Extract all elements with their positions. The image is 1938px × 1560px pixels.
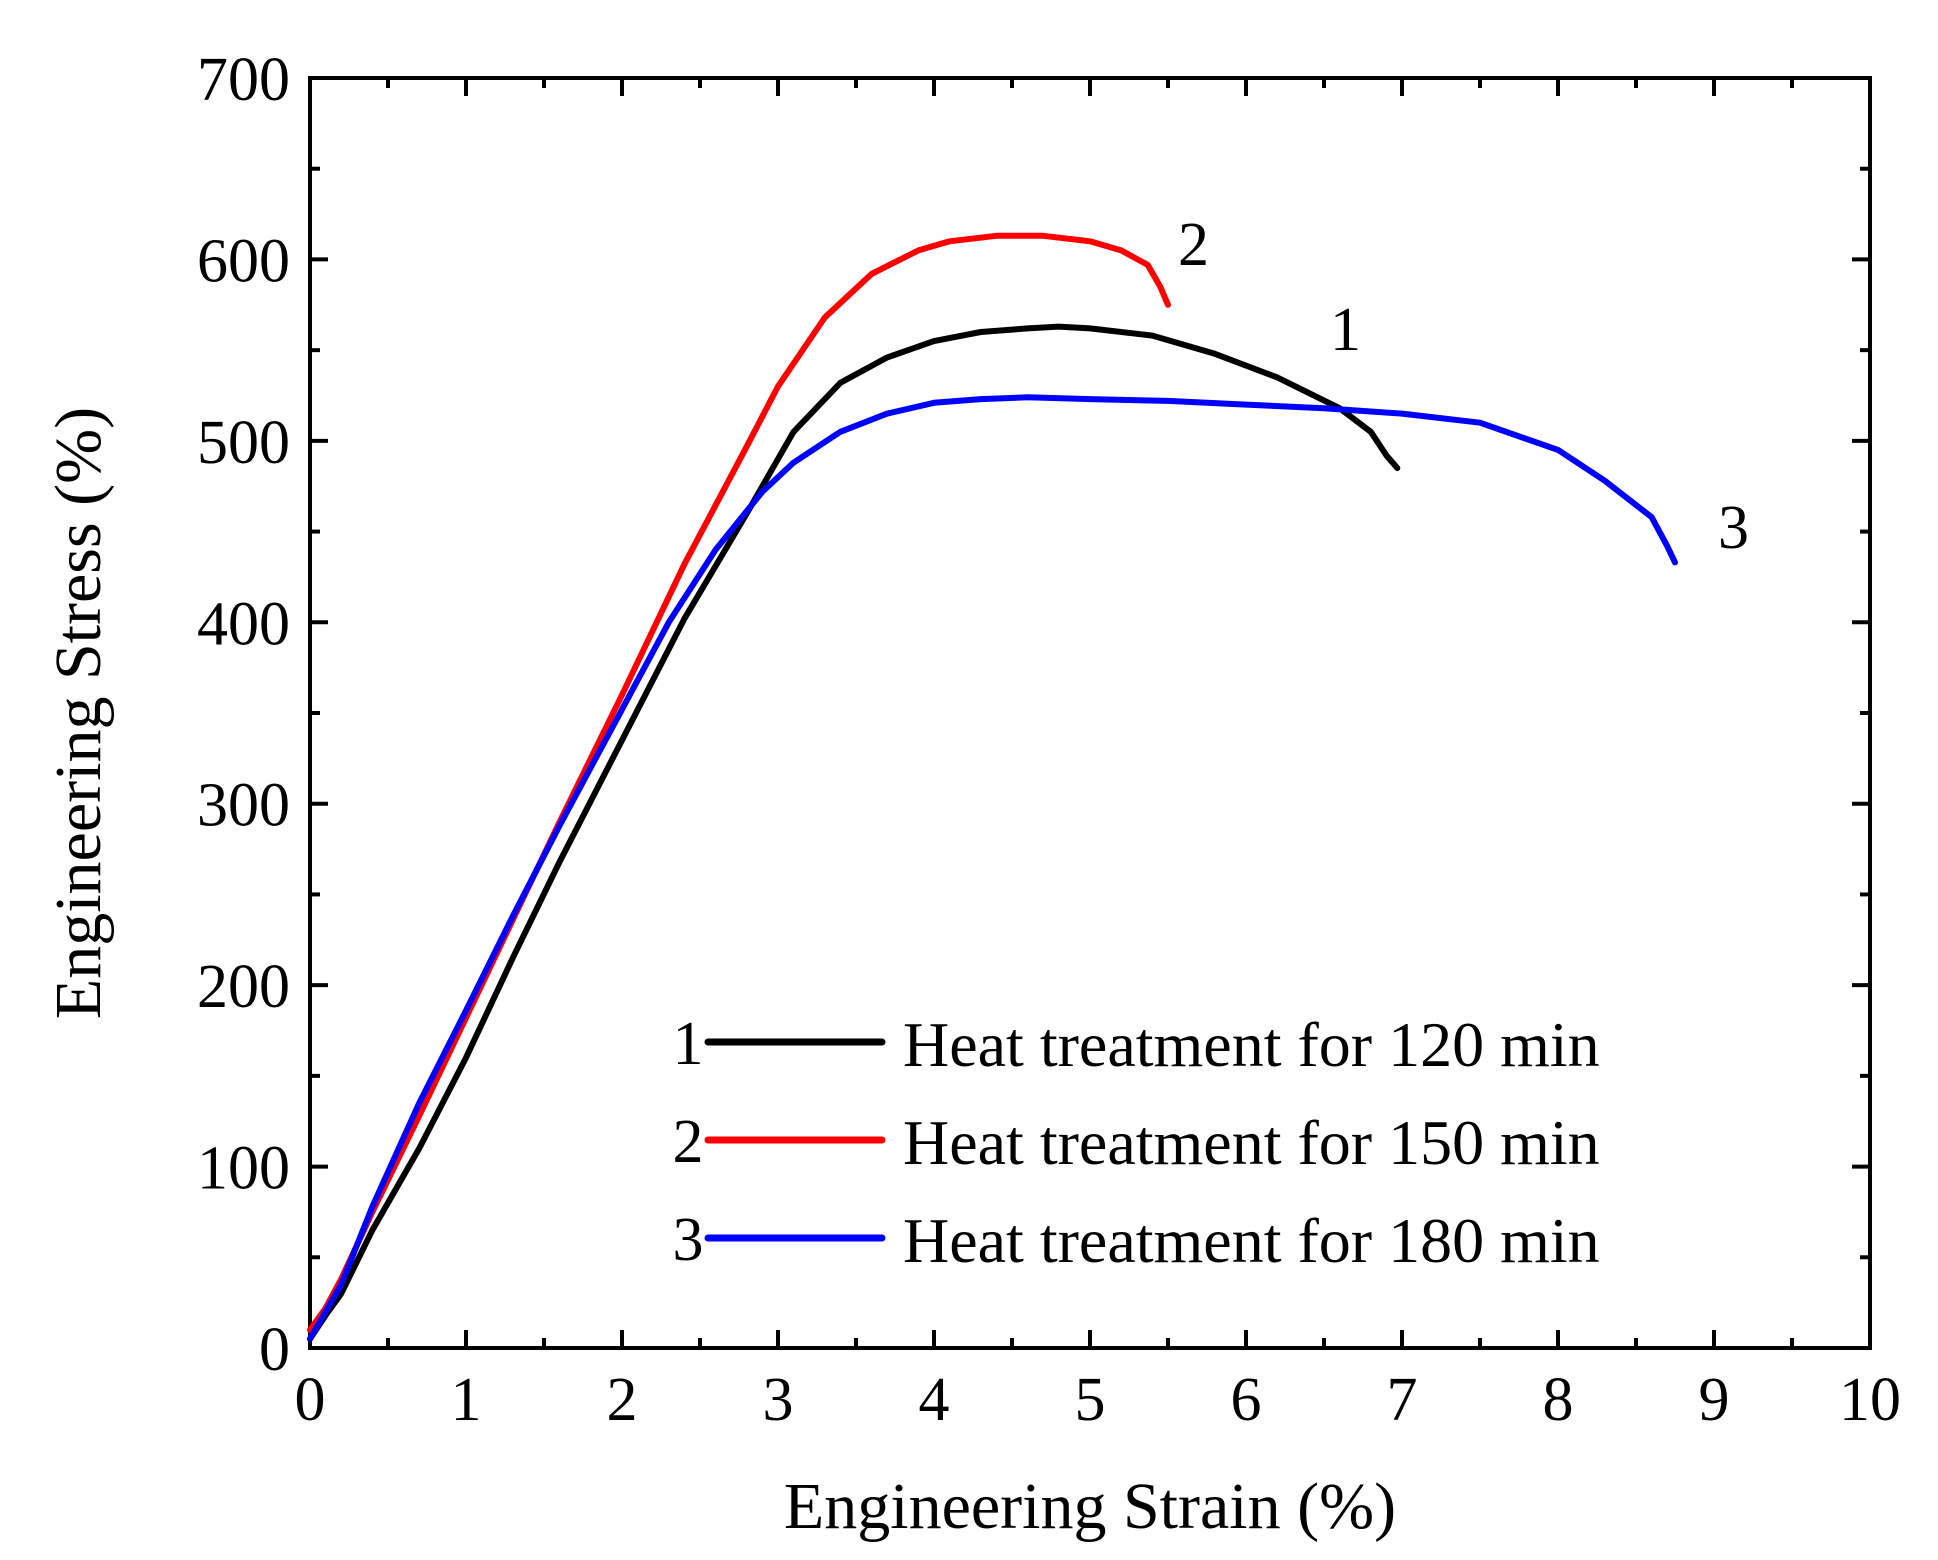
legend-number-2: 2 bbox=[673, 1108, 704, 1176]
y-tick-label: 0 bbox=[259, 1316, 290, 1384]
series-lines bbox=[307, 232, 1678, 1342]
y-tick-label: 400 bbox=[197, 590, 290, 658]
series-line-1 bbox=[307, 323, 1401, 1342]
x-axis-title: Engineering Strain (%) bbox=[784, 1470, 1396, 1543]
x-axis-ticks: 0 1 2 3 4 5 6 7 8 9 10 bbox=[295, 78, 1901, 1434]
legend-number-1: 1 bbox=[673, 1010, 704, 1078]
y-tick-label: 100 bbox=[197, 1135, 290, 1203]
series-end-label-1: 1 bbox=[1330, 296, 1361, 364]
x-tick-label: 2 bbox=[607, 1366, 638, 1434]
series-end-label-3: 3 bbox=[1718, 494, 1749, 562]
x-tick-label: 3 bbox=[763, 1366, 794, 1434]
x-tick-label: 0 bbox=[295, 1366, 326, 1434]
x-tick-label: 8 bbox=[1543, 1366, 1574, 1434]
legend-label-1: Heat treatment for 120 min bbox=[903, 1009, 1600, 1080]
y-tick-label: 200 bbox=[197, 953, 290, 1021]
x-tick-label: 7 bbox=[1387, 1366, 1418, 1434]
legend-label-2: Heat treatment for 150 min bbox=[903, 1107, 1600, 1178]
series-end-labels: 1 2 3 bbox=[1178, 211, 1749, 562]
y-tick-label: 600 bbox=[197, 227, 290, 295]
y-tick-label: 700 bbox=[197, 46, 290, 114]
x-tick-label: 10 bbox=[1839, 1366, 1901, 1434]
x-tick-label: 1 bbox=[451, 1366, 482, 1434]
series-end-label-2: 2 bbox=[1178, 211, 1209, 279]
series-line-2 bbox=[307, 232, 1171, 1333]
series-line-3 bbox=[307, 394, 1678, 1342]
legend: 1 Heat treatment for 120 min 2 Heat treatme… bbox=[673, 1009, 1600, 1276]
x-tick-label: 4 bbox=[919, 1366, 950, 1434]
x-tick-label: 5 bbox=[1075, 1366, 1106, 1434]
y-axis-title: Engineering Stress (%) bbox=[42, 407, 115, 1019]
legend-number-3: 3 bbox=[673, 1206, 704, 1274]
legend-label-3: Heat treatment for 180 min bbox=[903, 1205, 1600, 1276]
y-tick-label: 300 bbox=[197, 772, 290, 840]
y-tick-label: 500 bbox=[197, 409, 290, 477]
x-tick-label: 6 bbox=[1231, 1366, 1262, 1434]
y-axis-ticks: 0 100 200 300 400 500 600 700 bbox=[197, 46, 1870, 1384]
x-tick-label: 9 bbox=[1699, 1366, 1730, 1434]
